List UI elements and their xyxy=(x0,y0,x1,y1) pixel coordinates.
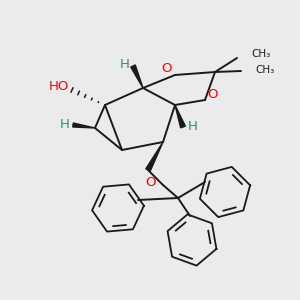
Text: O: O xyxy=(146,176,156,190)
Text: CH₃: CH₃ xyxy=(251,49,270,59)
Polygon shape xyxy=(131,65,143,88)
Text: HO: HO xyxy=(49,80,69,94)
Polygon shape xyxy=(146,142,163,171)
Polygon shape xyxy=(175,105,185,128)
Text: H: H xyxy=(60,118,70,131)
Polygon shape xyxy=(73,123,95,128)
Text: H: H xyxy=(120,58,130,70)
Text: H: H xyxy=(188,121,198,134)
Text: CH₃: CH₃ xyxy=(255,65,274,75)
Text: O: O xyxy=(162,61,172,74)
Text: O: O xyxy=(208,88,218,101)
